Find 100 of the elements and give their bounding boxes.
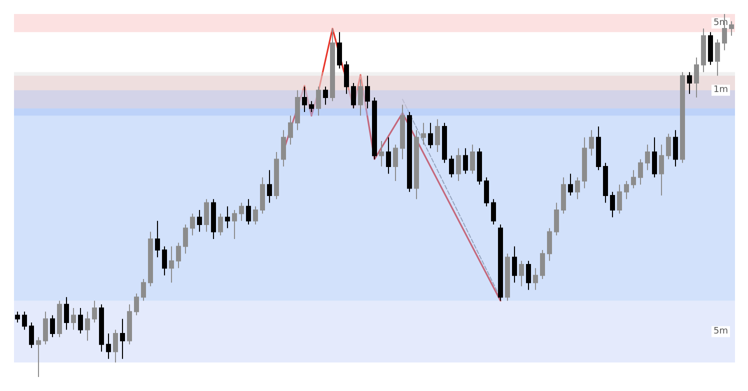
candlestick: [694, 57, 699, 98]
candlestick: [141, 278, 146, 302]
candlestick: [218, 213, 223, 236]
candlestick: [540, 249, 545, 280]
candlestick: [281, 130, 286, 167]
candlestick: [232, 210, 237, 240]
candlestick: [43, 311, 48, 345]
candlestick: [372, 96, 377, 160]
candlestick: [197, 210, 202, 232]
candlestick: [36, 336, 41, 378]
candlestick: [428, 122, 433, 149]
candlestick: [358, 78, 363, 116]
candlestick: [71, 308, 76, 330]
candlestick: [99, 304, 104, 352]
candlestick: [666, 133, 671, 160]
candlestick: [554, 202, 559, 236]
candlestick: [148, 231, 153, 287]
candlestick: [421, 122, 426, 146]
candlestick: [127, 304, 132, 345]
candlestick: [442, 122, 447, 164]
candlestick: [113, 329, 118, 363]
candlestick: [330, 28, 335, 102]
candlestick: [708, 32, 713, 66]
candlestick: [505, 253, 510, 302]
candlestick: [316, 86, 321, 116]
candlestick: [253, 206, 258, 226]
candlestick: [15, 311, 20, 324]
candlestick: [239, 202, 244, 222]
candlestick: [456, 148, 461, 182]
candlestick: [533, 268, 538, 290]
candlestick: [85, 311, 90, 342]
candlestick: [519, 260, 524, 287]
candlestick: [106, 332, 111, 360]
candlestick: [302, 86, 307, 113]
candlestick: [155, 220, 160, 258]
candlestick: [477, 148, 482, 186]
candlestick: [673, 130, 678, 167]
candlestick: [120, 318, 125, 360]
candlestick: [407, 112, 412, 192]
candlestick: [351, 82, 356, 109]
candlestick: [729, 20, 734, 36]
candlestick: [379, 140, 384, 167]
candlestick: [652, 136, 657, 178]
candlestick: [204, 198, 209, 232]
candlestick: [295, 90, 300, 131]
candlestick: [512, 246, 517, 284]
candlestick: [246, 198, 251, 226]
candlestick: [169, 246, 174, 284]
candlestick: [638, 158, 643, 186]
band-label: 1m: [714, 85, 728, 96]
candlestick: [435, 118, 440, 152]
candlestick: [680, 72, 685, 164]
candlestick: [617, 184, 622, 214]
candlestick: [337, 32, 342, 69]
candlestick: [603, 162, 608, 204]
candlestick: [645, 144, 650, 171]
candlestick: [225, 206, 230, 229]
candlestick: [484, 176, 489, 207]
candlestick: [687, 72, 692, 94]
candlestick: [659, 144, 664, 196]
candlestick: [393, 144, 398, 182]
candlestick: [568, 173, 573, 196]
candlestick: [491, 198, 496, 226]
candlestick: [309, 100, 314, 113]
candlestick: [624, 180, 629, 200]
candlestick: [29, 322, 34, 348]
candlestick: [449, 155, 454, 178]
candlestick: [701, 28, 706, 73]
candlestick: [715, 38, 720, 76]
candlestick: [22, 311, 27, 330]
candlestick: [323, 86, 328, 106]
candlestick: [414, 130, 419, 200]
candlestick: [582, 136, 587, 189]
candlestick: [211, 198, 216, 240]
candlestick: [274, 151, 279, 200]
candlestick: [50, 314, 55, 338]
candlestick: [470, 144, 475, 174]
candlestick: [176, 242, 181, 269]
candlestick: [267, 170, 272, 204]
candlestick: [183, 224, 188, 254]
candlestick: [596, 126, 601, 171]
candlestick: [526, 260, 531, 290]
candlestick: [610, 191, 615, 218]
candlestick: [92, 300, 97, 324]
candlestick: [57, 300, 62, 338]
candlestick: [400, 104, 405, 160]
candlestick: [64, 296, 69, 330]
candlestick: [386, 136, 391, 174]
candlestick: [162, 246, 167, 276]
candlestick: [78, 308, 83, 334]
candlestick: [498, 224, 503, 302]
candlestick: [288, 115, 293, 146]
candlestick: [631, 170, 636, 189]
candlestick: [365, 75, 370, 109]
candlestick: [190, 213, 195, 236]
candlestick: [589, 130, 594, 156]
candlestick: [575, 176, 580, 200]
candlestick: [134, 293, 139, 316]
candlestick: [260, 176, 265, 214]
band-label: 5m: [714, 326, 728, 337]
